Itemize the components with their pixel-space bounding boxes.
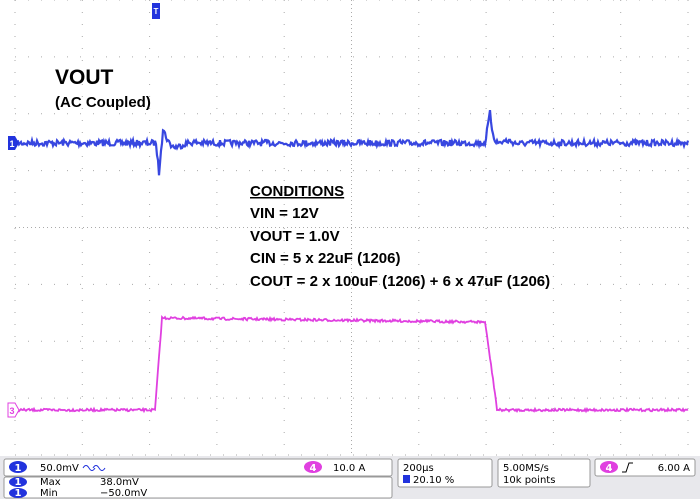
condition: COUT = 2 x 100uF (1206) + 6 x 47uF (1206… xyxy=(250,273,550,290)
conditions-heading: CONDITIONS xyxy=(250,183,344,200)
trigger-box xyxy=(594,458,696,477)
measure-badge: 1 xyxy=(15,488,22,499)
ch3-marker xyxy=(7,402,20,418)
edge-symbol xyxy=(622,462,633,473)
badge xyxy=(304,461,322,473)
acquisition-box xyxy=(497,458,591,488)
ch1-badge: 1 xyxy=(15,463,22,474)
sample-rate: 5.00MS/s xyxy=(503,463,549,474)
ch1-scale: 50.0mV xyxy=(40,463,79,474)
ac-symbol xyxy=(82,465,106,471)
timebase: 200µs xyxy=(403,463,434,474)
ch4-scale: 10.0 A xyxy=(333,463,365,474)
trigger-level: 6.00 A xyxy=(658,463,690,474)
ch4-badge: 4 xyxy=(310,463,317,474)
trigger-pos-icon xyxy=(403,475,410,483)
subtitle: (AC Coupled) xyxy=(55,94,151,111)
timebase-box xyxy=(397,458,493,488)
badge xyxy=(9,461,27,473)
ch1-marker-label: 1 xyxy=(9,139,14,149)
ch1-trace xyxy=(13,109,690,176)
graticule xyxy=(14,0,689,456)
measure-label: Max xyxy=(40,477,61,488)
trigger-marker xyxy=(152,3,160,19)
condition: VOUT = 1.0V xyxy=(250,228,340,245)
ch3-trace xyxy=(15,315,689,414)
condition: CIN = 5 x 22uF (1206) xyxy=(250,250,400,267)
measure-value: −50.0mV xyxy=(100,488,147,499)
measure-badge: 1 xyxy=(15,477,22,488)
traces xyxy=(13,109,690,414)
measure-value: 38.0mV xyxy=(100,477,139,488)
trigger-marker-label: T xyxy=(154,7,159,16)
badge xyxy=(600,461,618,473)
record-length: 10k points xyxy=(503,475,555,486)
condition: VIN = 12V xyxy=(250,205,319,222)
title: VOUT xyxy=(55,66,114,89)
badge xyxy=(9,477,27,487)
trigger-position: 20.10 % xyxy=(413,475,454,486)
measure-label: Min xyxy=(40,488,58,499)
ch1-marker xyxy=(8,136,19,150)
badge xyxy=(9,488,27,498)
ch3-marker-label: 3 xyxy=(9,406,14,416)
trigger-badge: 4 xyxy=(606,463,613,474)
channel-box xyxy=(3,458,393,477)
measure-box xyxy=(3,476,393,499)
